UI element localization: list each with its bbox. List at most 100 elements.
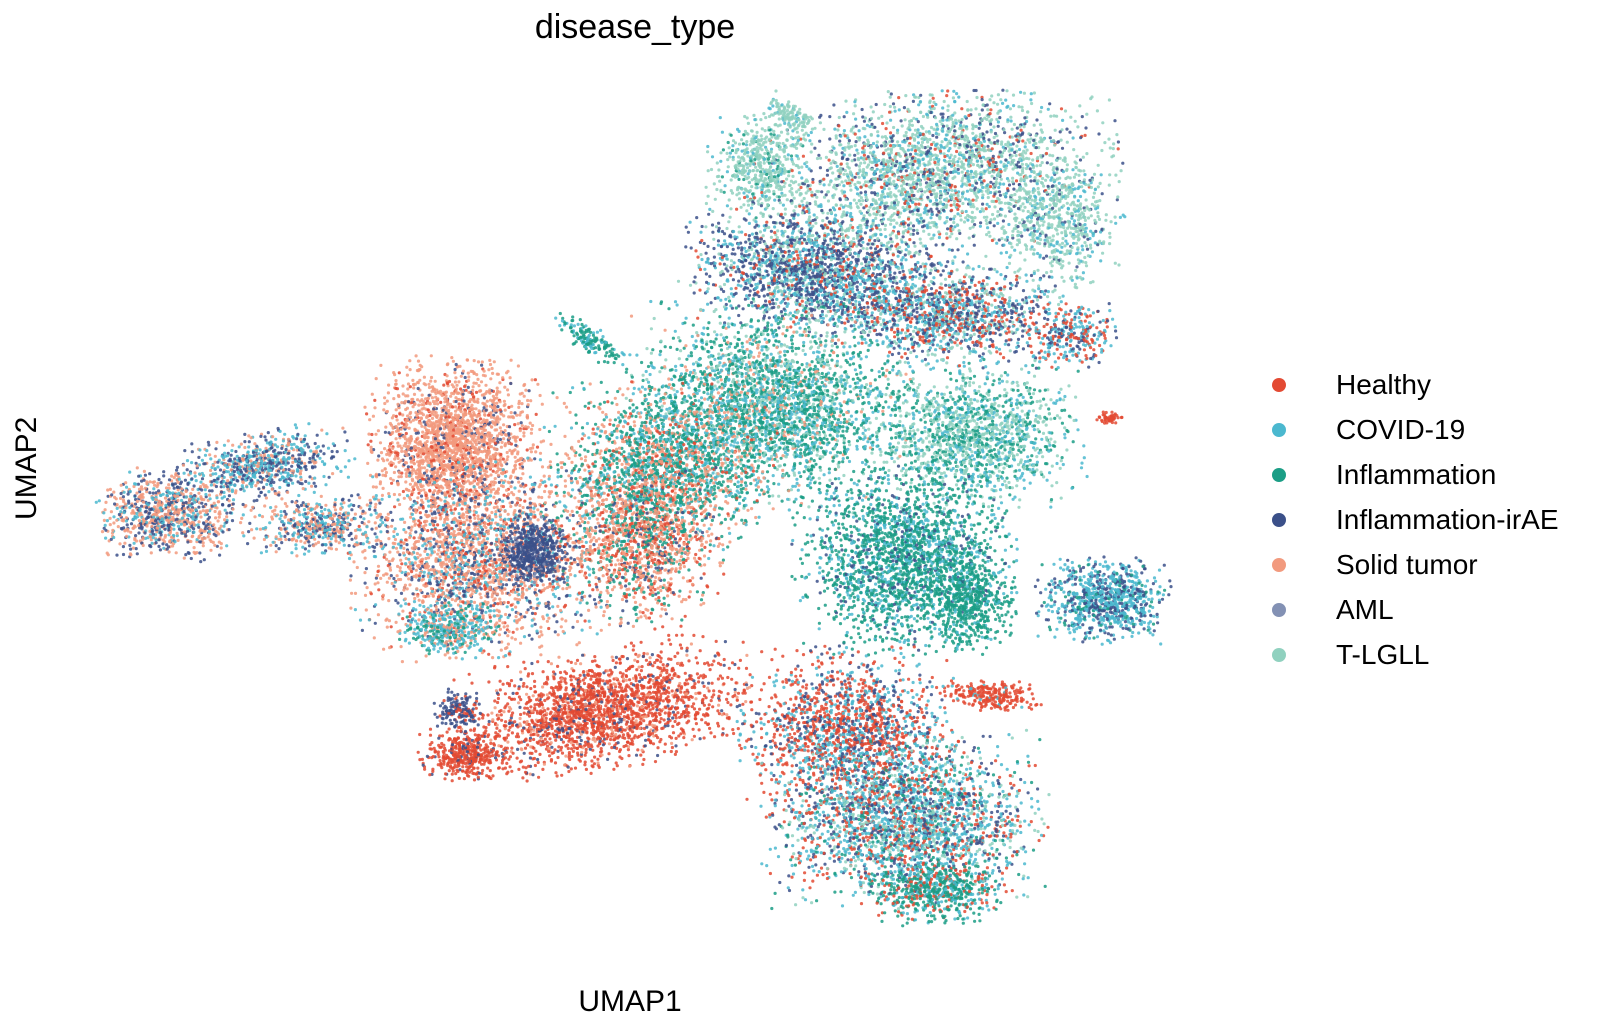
data-point-t-lgll xyxy=(960,117,964,122)
data-point-t-lgll xyxy=(1086,216,1091,220)
data-point-covid-19 xyxy=(807,167,811,171)
data-point-t-lgll xyxy=(949,193,953,197)
data-point-t-lgll xyxy=(712,182,716,186)
data-point-inflammation-irae xyxy=(998,116,1002,120)
data-point-t-lgll xyxy=(984,218,988,223)
data-point-t-lgll xyxy=(1041,223,1045,227)
data-point-t-lgll xyxy=(888,95,892,99)
data-point-t-lgll xyxy=(996,172,1000,176)
data-point-covid-19 xyxy=(921,157,925,162)
data-point-t-lgll xyxy=(806,235,810,239)
data-point-covid-19 xyxy=(978,210,983,214)
data-point-covid-19 xyxy=(1005,235,1010,239)
data-point-t-lgll xyxy=(1072,175,1076,179)
data-point-t-lgll xyxy=(1028,195,1032,199)
data-point-t-lgll xyxy=(972,205,976,209)
data-point-t-lgll xyxy=(867,208,871,213)
data-point-healthy xyxy=(955,149,959,154)
data-point-t-lgll xyxy=(887,187,891,191)
data-point-t-lgll xyxy=(971,163,976,167)
data-point-t-lgll xyxy=(1063,229,1067,233)
data-point-t-lgll xyxy=(978,165,982,169)
data-point-t-lgll xyxy=(868,160,872,164)
data-point-inflammation-irae xyxy=(719,287,724,291)
data-point-covid-19 xyxy=(1004,98,1008,102)
data-point-t-lgll xyxy=(947,130,952,134)
data-point-t-lgll xyxy=(1038,123,1043,127)
data-point-t-lgll xyxy=(786,123,791,127)
data-point-t-lgll xyxy=(697,263,701,267)
data-point-t-lgll xyxy=(822,127,826,131)
data-point-covid-19 xyxy=(700,257,704,262)
data-point-t-lgll xyxy=(786,112,790,116)
data-point-covid-19 xyxy=(989,190,993,195)
data-point-covid-19 xyxy=(942,146,946,150)
data-point-inflammation-irae xyxy=(734,270,738,274)
data-point-inflammation-irae xyxy=(915,182,919,186)
data-point-t-lgll xyxy=(999,98,1003,102)
data-point-t-lgll xyxy=(863,161,867,165)
data-point-inflammation-irae xyxy=(773,242,777,246)
data-point-t-lgll xyxy=(974,107,978,111)
data-point-covid-19 xyxy=(902,209,906,213)
data-point-t-lgll xyxy=(704,201,709,206)
data-point-t-lgll xyxy=(971,127,975,131)
data-point-t-lgll xyxy=(1089,185,1093,190)
data-point-t-lgll xyxy=(1103,141,1107,145)
data-point-covid-19 xyxy=(805,322,809,326)
data-point-t-lgll xyxy=(958,198,962,202)
data-point-t-lgll xyxy=(784,116,788,120)
data-point-inflammation-irae xyxy=(851,255,855,259)
data-point-inflammation-irae xyxy=(854,124,858,128)
data-point-inflammation-irae xyxy=(820,190,824,194)
data-point-t-lgll xyxy=(863,116,868,120)
data-point-t-lgll xyxy=(1000,236,1004,241)
data-point-inflammation-irae xyxy=(912,193,916,198)
data-point-t-lgll xyxy=(940,140,944,144)
data-point-t-lgll xyxy=(861,199,865,203)
data-point-inflammation-irae xyxy=(946,227,950,231)
data-point-inflammation-irae xyxy=(1057,192,1061,196)
data-point-healthy xyxy=(794,250,799,254)
data-point-t-lgll xyxy=(1029,212,1033,216)
data-point-healthy xyxy=(861,146,865,150)
data-point-t-lgll xyxy=(937,173,941,177)
data-point-t-lgll xyxy=(1056,224,1060,228)
data-point-covid-19 xyxy=(888,289,892,293)
data-point-inflammation-irae xyxy=(856,315,861,319)
data-point-inflammation-irae xyxy=(825,168,830,172)
data-point-inflammation-irae xyxy=(1034,146,1038,150)
data-point-t-lgll xyxy=(1030,101,1034,106)
data-point-t-lgll xyxy=(928,100,932,105)
data-point-healthy xyxy=(946,89,950,93)
data-point-t-lgll xyxy=(1076,246,1080,250)
data-point-t-lgll xyxy=(1039,136,1043,140)
data-point-covid-19 xyxy=(831,314,835,319)
data-point-t-lgll xyxy=(966,108,970,112)
data-point-covid-19 xyxy=(1029,216,1034,220)
data-point-covid-19 xyxy=(725,257,729,261)
data-point-t-lgll xyxy=(1063,244,1067,248)
data-point-inflammation-irae xyxy=(740,246,744,250)
data-point-t-lgll xyxy=(1073,119,1077,123)
data-point-t-lgll xyxy=(953,144,957,148)
data-point-t-lgll xyxy=(783,207,788,211)
data-point-t-lgll xyxy=(1096,211,1100,215)
data-point-inflammation-irae xyxy=(832,305,836,309)
data-point-t-lgll xyxy=(878,168,883,172)
data-point-inflammation xyxy=(773,175,777,179)
data-point-t-lgll xyxy=(744,162,748,166)
data-point-t-lgll xyxy=(834,203,839,207)
data-point-t-lgll xyxy=(1109,220,1113,224)
data-point-t-lgll xyxy=(1064,232,1068,236)
data-point-t-lgll xyxy=(945,219,949,223)
data-point-t-lgll xyxy=(966,213,970,218)
data-point-healthy xyxy=(950,208,954,212)
data-point-t-lgll xyxy=(931,177,935,181)
data-point-covid-19 xyxy=(1006,118,1010,122)
data-point-covid-19 xyxy=(716,243,721,247)
data-point-covid-19 xyxy=(783,121,787,125)
data-point-inflammation-irae xyxy=(1068,130,1072,134)
data-point-t-lgll xyxy=(932,106,936,111)
data-point-inflammation-irae xyxy=(1045,161,1049,165)
